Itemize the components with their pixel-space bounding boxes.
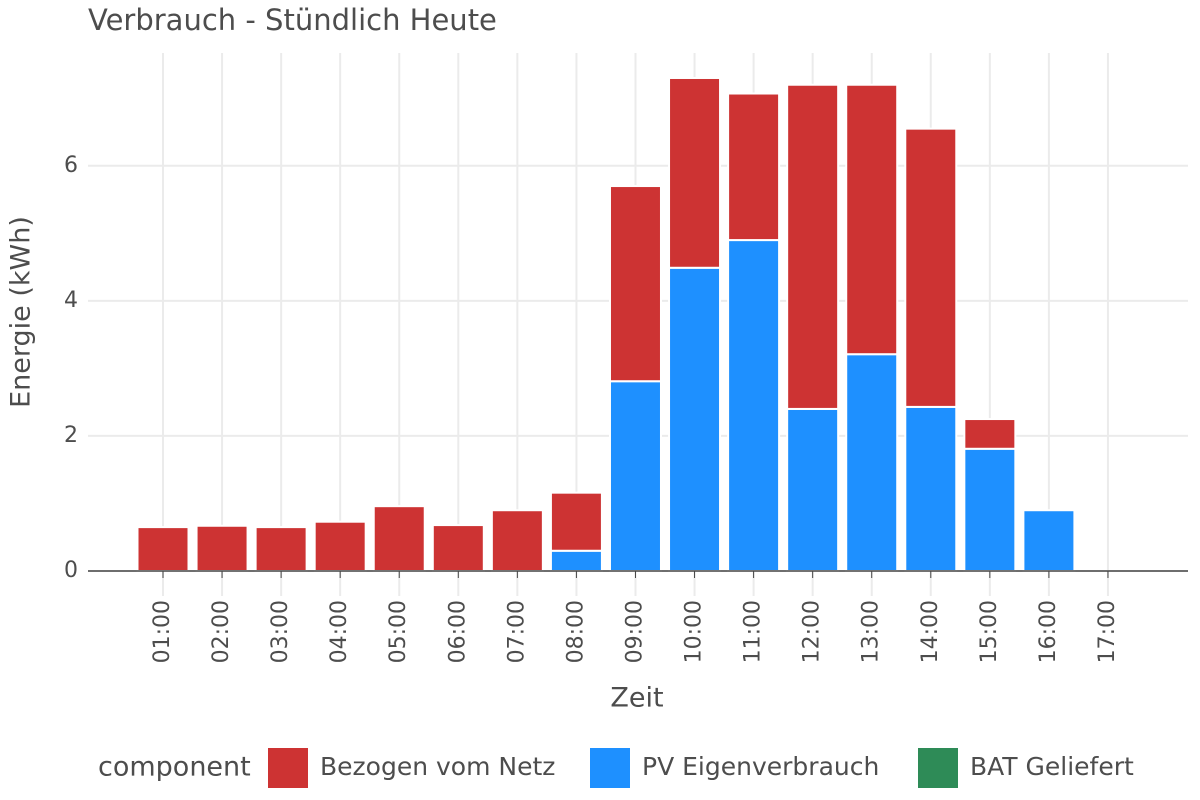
bar-segment xyxy=(313,520,367,573)
x-tick-label: 14:00 xyxy=(918,600,943,663)
bar-segment xyxy=(136,526,190,573)
chart-title: Verbrauch - Stündlich Heute xyxy=(88,3,497,37)
x-tick-label: 05:00 xyxy=(386,600,411,663)
bar-segment xyxy=(490,509,544,573)
x-tick-label: 01:00 xyxy=(150,600,175,663)
bar-segment xyxy=(195,524,249,573)
bar-segment xyxy=(668,76,722,269)
x-tick-label: 15:00 xyxy=(977,600,1002,663)
y-tick-label: 0 xyxy=(64,558,78,583)
bar-segment xyxy=(904,405,958,573)
bar-segment xyxy=(845,83,899,356)
legend-swatch xyxy=(268,748,308,788)
x-axis-label: Zeit xyxy=(610,683,663,714)
bar-segment xyxy=(608,380,662,573)
y-tick-label: 4 xyxy=(64,288,78,313)
legend-label: BAT Geliefert xyxy=(970,752,1134,781)
bar-segment xyxy=(904,127,958,408)
legend-label: PV Eigenverbrauch xyxy=(642,752,879,781)
x-tick-label: 04:00 xyxy=(327,600,352,663)
bar-segment xyxy=(786,83,840,410)
bar-segment xyxy=(963,447,1017,573)
x-tick-label: 12:00 xyxy=(800,600,825,663)
x-tick-label: 13:00 xyxy=(859,600,884,663)
y-axis-label: Energie (kWh) xyxy=(6,216,37,408)
x-tick-label: 09:00 xyxy=(622,600,647,663)
bar-segment xyxy=(845,353,899,573)
legend-swatch xyxy=(590,748,630,788)
y-tick-label: 6 xyxy=(64,153,78,178)
bar-segment xyxy=(608,185,662,383)
x-tick-label: 11:00 xyxy=(741,600,766,663)
x-tick-label: 16:00 xyxy=(1036,600,1061,663)
bar-segment xyxy=(963,418,1017,450)
x-tick-label: 02:00 xyxy=(209,600,234,663)
legend-label: Bezogen vom Netz xyxy=(320,752,555,781)
bar-segment xyxy=(786,407,840,573)
x-tick-label: 03:00 xyxy=(268,600,293,663)
bar-segment xyxy=(549,491,603,552)
bars xyxy=(136,76,1076,573)
legend-title: component xyxy=(98,752,251,783)
x-tick-label: 06:00 xyxy=(445,600,470,663)
bar-segment xyxy=(668,266,722,573)
bar-segment xyxy=(727,92,781,242)
bar-segment xyxy=(549,549,603,573)
bar-segment xyxy=(431,524,485,573)
legend-swatch xyxy=(918,748,958,788)
x-tick-label: 07:00 xyxy=(504,600,529,663)
bar-segment xyxy=(1022,509,1076,573)
x-tick-label: 10:00 xyxy=(682,600,707,663)
x-tick-label: 17:00 xyxy=(1095,600,1120,663)
bar-segment xyxy=(254,526,308,573)
y-tick-label: 2 xyxy=(64,423,78,448)
bar-segment xyxy=(727,239,781,573)
x-tick-label: 08:00 xyxy=(563,600,588,663)
bar-segment xyxy=(372,505,426,573)
